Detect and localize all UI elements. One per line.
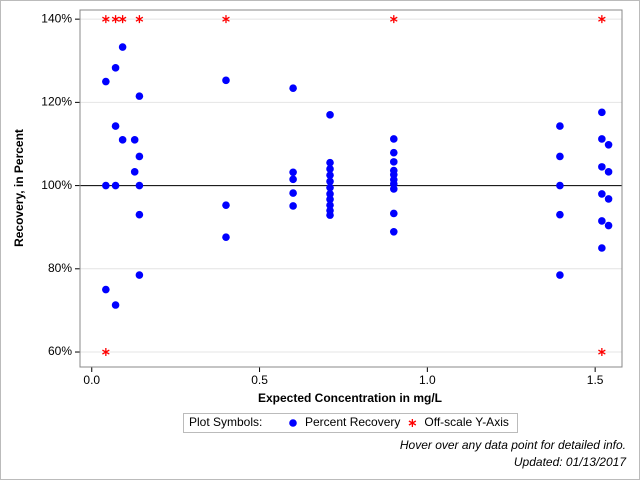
footnote: Hover over any data point for detailed i… [400, 438, 626, 452]
data-point [556, 271, 564, 279]
data-point [604, 168, 613, 176]
data-point [118, 136, 127, 144]
data-point [111, 122, 120, 130]
data-point [598, 163, 606, 171]
data-point [598, 135, 606, 143]
data-point [130, 168, 139, 176]
data-point [604, 141, 613, 149]
data-point [326, 158, 334, 167]
data-point [556, 122, 564, 130]
data-point [326, 111, 334, 119]
data-point [289, 175, 297, 184]
data-point [222, 201, 230, 209]
legend-label: Percent Recovery [305, 415, 400, 429]
data-point [111, 64, 120, 72]
data-point [102, 15, 110, 24]
legend-marker [289, 419, 297, 427]
data-point [326, 190, 334, 198]
data-point [389, 148, 398, 157]
data-point [390, 15, 398, 24]
data-point [130, 136, 139, 144]
data-point [389, 209, 398, 218]
y-tick-label: 100% [41, 178, 72, 192]
data-point [389, 185, 398, 193]
x-axis-label: Expected Concentration in mg/L [258, 391, 442, 405]
data-point [598, 348, 606, 357]
data-point [289, 202, 297, 210]
plot-frame [79, 9, 623, 368]
data-point [389, 158, 398, 166]
data-point [102, 181, 110, 190]
data-point [135, 152, 144, 161]
data-point [102, 348, 110, 357]
data-point [598, 190, 606, 198]
data-point [111, 181, 120, 190]
data-point [326, 195, 334, 204]
x-tick-label: 1.5 [587, 373, 604, 387]
data-point [389, 227, 398, 236]
data-point [222, 233, 230, 241]
legend-label: Off-scale Y-Axis [424, 415, 508, 429]
data-point [326, 183, 334, 192]
data-point [326, 211, 334, 219]
data-point [118, 15, 127, 24]
data-point [556, 210, 564, 219]
data-point [222, 15, 230, 24]
data-point [598, 217, 606, 225]
data-point [598, 108, 606, 117]
data-point [102, 77, 110, 86]
x-tick-label: 0.5 [251, 373, 268, 387]
y-tick-label: 60% [48, 344, 72, 358]
data-point [598, 244, 606, 252]
data-point [135, 92, 144, 100]
y-axis-label: Recovery, in Percent [12, 129, 26, 247]
data-point [326, 171, 334, 179]
x-tick-label: 1.0 [419, 373, 436, 387]
data-point [102, 285, 110, 294]
data-point [135, 15, 144, 24]
y-tick-label: 140% [41, 11, 72, 25]
data-point [135, 210, 144, 219]
legend-marker [408, 419, 417, 427]
data-point [289, 84, 297, 93]
data-point [222, 76, 230, 85]
data-point [598, 15, 606, 24]
data-point [556, 181, 564, 190]
data-point [289, 168, 297, 177]
footnote: Updated: 01/13/2017 [514, 455, 627, 469]
data-point [326, 177, 334, 186]
data-point [111, 15, 120, 24]
y-tick-label: 80% [48, 261, 72, 275]
data-point [289, 189, 297, 197]
data-point [604, 195, 613, 203]
data-point [111, 301, 120, 309]
data-point [604, 221, 613, 230]
data-point [389, 135, 398, 143]
data-point [326, 201, 334, 209]
y-tick-label: 120% [41, 95, 72, 109]
data-point [135, 181, 144, 190]
data-point [556, 152, 564, 161]
data-point [118, 43, 127, 51]
legend-title: Plot Symbols: [189, 415, 262, 429]
legend-box [183, 413, 518, 433]
data-point [326, 165, 334, 173]
data-point [135, 271, 144, 279]
x-tick-label: 0.0 [83, 373, 100, 387]
